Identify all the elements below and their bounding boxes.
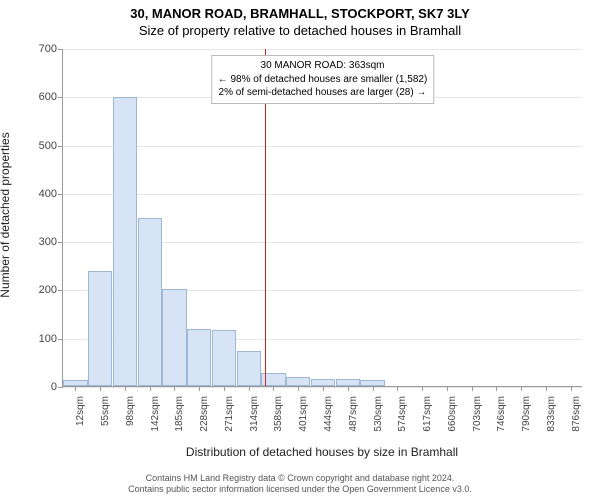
xtick-mark — [422, 386, 423, 391]
xtick-mark — [373, 386, 374, 391]
ytick-label: 700 — [39, 43, 63, 55]
histogram-bar — [311, 379, 335, 386]
xtick-mark — [447, 386, 448, 391]
histogram-bar — [113, 97, 137, 386]
y-axis-label: Number of detached properties — [0, 115, 12, 315]
histogram-bar — [237, 351, 261, 386]
page-subtitle: Size of property relative to detached ho… — [0, 23, 600, 38]
ytick-label: 100 — [39, 333, 63, 345]
xtick-mark — [397, 386, 398, 391]
xtick-mark — [125, 386, 126, 391]
annotation-line1: 30 MANOR ROAD: 363sqm — [218, 59, 428, 73]
footer-line2: Contains public sector information licen… — [0, 484, 600, 496]
xtick-mark — [571, 386, 572, 391]
gridline — [63, 146, 582, 147]
xtick-mark — [298, 386, 299, 391]
annotation-line2: ← 98% of detached houses are smaller (1,… — [218, 73, 428, 87]
x-axis-label: Distribution of detached houses by size … — [62, 445, 582, 459]
xtick-mark — [348, 386, 349, 391]
histogram-bar — [212, 330, 236, 386]
xtick-mark — [249, 386, 250, 391]
ytick-label: 0 — [51, 381, 63, 393]
xtick-mark — [100, 386, 101, 391]
footer: Contains HM Land Registry data © Crown c… — [0, 473, 600, 496]
histogram-bar — [336, 379, 360, 386]
histogram-bar — [162, 289, 186, 386]
footer-line1: Contains HM Land Registry data © Crown c… — [0, 473, 600, 485]
xtick-mark — [224, 386, 225, 391]
xtick-mark — [75, 386, 76, 391]
xtick-mark — [472, 386, 473, 391]
histogram-bar — [138, 218, 162, 386]
xtick-mark — [496, 386, 497, 391]
ytick-label: 500 — [39, 140, 63, 152]
ytick-label: 300 — [39, 236, 63, 248]
page-title: 30, MANOR ROAD, BRAMHALL, STOCKPORT, SK7… — [0, 6, 600, 21]
annotation-line3: 2% of semi-detached houses are larger (2… — [218, 86, 428, 100]
gridline — [63, 194, 582, 195]
xtick-mark — [174, 386, 175, 391]
ytick-label: 400 — [39, 188, 63, 200]
histogram-bar — [88, 271, 112, 386]
xtick-mark — [199, 386, 200, 391]
xtick-mark — [150, 386, 151, 391]
xtick-mark — [323, 386, 324, 391]
xtick-mark — [273, 386, 274, 391]
histogram-bar — [286, 377, 310, 386]
gridline — [63, 49, 582, 50]
xtick-mark — [521, 386, 522, 391]
histogram-bar — [187, 329, 211, 386]
xtick-mark — [546, 386, 547, 391]
chart-annotation: 30 MANOR ROAD: 363sqm ← 98% of detached … — [211, 55, 435, 104]
chart-plot-area: 30 MANOR ROAD: 363sqm ← 98% of detached … — [62, 49, 582, 387]
ytick-label: 200 — [39, 284, 63, 296]
ytick-label: 600 — [39, 91, 63, 103]
